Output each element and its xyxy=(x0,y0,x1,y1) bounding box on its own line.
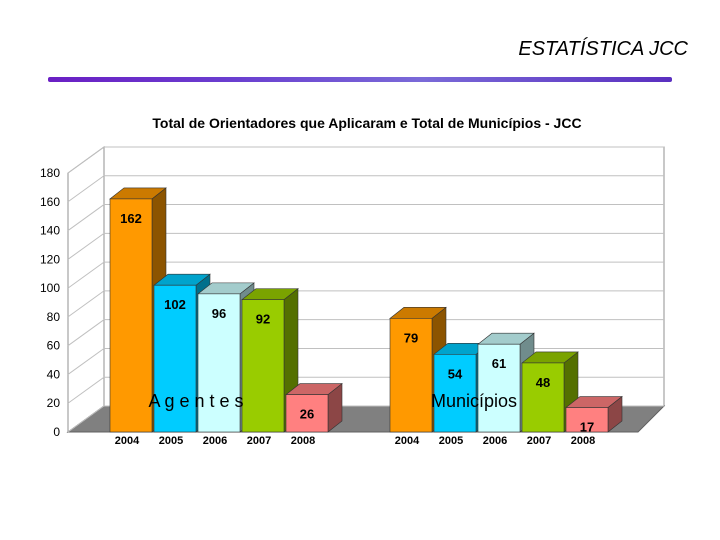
bar xyxy=(153,284,197,433)
bar xyxy=(109,198,153,433)
y-tick-label: 140 xyxy=(40,224,60,238)
chart-title: Total de Orientadores que Aplicaram e To… xyxy=(152,115,581,131)
side-wall xyxy=(67,146,105,433)
x-tick-label: 2005 xyxy=(159,435,183,447)
bar xyxy=(565,407,609,433)
y-tick-label: 80 xyxy=(47,310,61,324)
bar xyxy=(285,394,329,433)
x-tick-label: 2007 xyxy=(527,435,551,447)
bar xyxy=(197,293,241,433)
gridline xyxy=(67,290,664,318)
x-tick-label: 2006 xyxy=(483,435,507,447)
gridline xyxy=(67,261,664,289)
data-label: 79 xyxy=(404,330,418,345)
data-label: 162 xyxy=(120,211,142,226)
y-tick-label: 60 xyxy=(47,339,61,353)
data-label: 92 xyxy=(256,312,270,327)
data-label: 96 xyxy=(212,306,226,321)
bar xyxy=(477,343,521,433)
bar xyxy=(433,353,477,433)
gridline xyxy=(67,146,664,174)
bar xyxy=(389,318,433,433)
group-label: Municípios xyxy=(431,391,517,411)
y-tick-label: 120 xyxy=(40,252,60,266)
gridline xyxy=(67,204,664,231)
y-tick-label: 100 xyxy=(40,281,60,295)
x-tick-label: 2006 xyxy=(203,435,227,447)
x-tick-label: 2008 xyxy=(291,435,315,447)
bar xyxy=(521,362,565,433)
data-label: 17 xyxy=(580,420,594,435)
y-tick-label: 160 xyxy=(40,195,60,209)
data-label: 54 xyxy=(448,366,463,381)
bar xyxy=(241,299,285,433)
gridline xyxy=(67,175,664,203)
gridline xyxy=(67,319,664,347)
y-tick-label: 0 xyxy=(53,425,60,439)
x-tick-label: 2004 xyxy=(395,435,420,447)
x-tick-label: 2004 xyxy=(115,435,140,447)
gridline xyxy=(67,232,664,260)
slide-title: ESTATÍSTICA JCC xyxy=(518,38,688,60)
data-label: 26 xyxy=(300,407,314,422)
data-label: 102 xyxy=(164,297,186,312)
data-label: 48 xyxy=(536,375,550,390)
data-label: 61 xyxy=(492,356,506,371)
y-tick-label: 40 xyxy=(47,367,61,381)
title-rule xyxy=(48,77,672,82)
y-tick-label: 180 xyxy=(40,166,60,180)
x-tick-label: 2005 xyxy=(439,435,463,447)
y-tick-label: 20 xyxy=(47,396,61,410)
x-tick-label: 2008 xyxy=(571,435,595,447)
group-label: A g e n t e s xyxy=(148,391,243,411)
x-tick-label: 2007 xyxy=(247,435,271,447)
